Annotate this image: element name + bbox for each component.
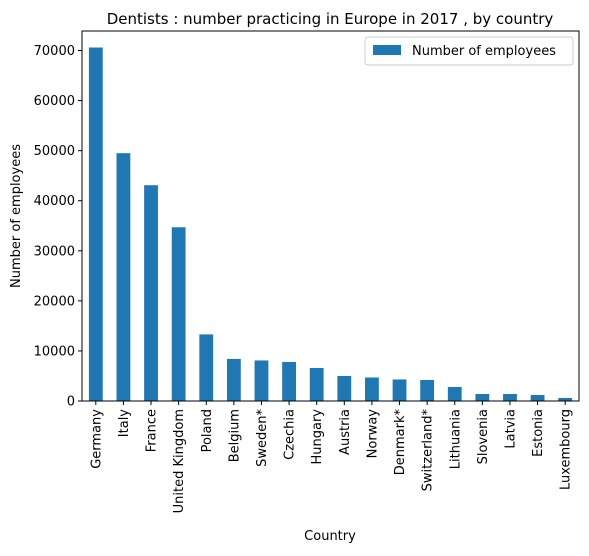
x-tick-label: Poland xyxy=(200,409,215,452)
legend-swatch xyxy=(373,45,401,55)
x-tick-label: Lithuania xyxy=(448,409,463,469)
y-tick-label: 50000 xyxy=(34,144,75,159)
bar-12 xyxy=(420,379,435,401)
bar-16 xyxy=(530,394,545,401)
x-tick-label: Slovenia xyxy=(476,409,491,464)
x-tick-label: Latvia xyxy=(503,409,518,449)
y-tick-label: 20000 xyxy=(34,294,75,309)
x-tick-label: Sweden* xyxy=(255,409,270,467)
y-tick-label: 70000 xyxy=(34,44,75,59)
bar-0 xyxy=(88,47,103,402)
plot-frame xyxy=(81,30,580,402)
bar-4 xyxy=(199,334,214,401)
bar-9 xyxy=(337,375,352,401)
bar-7 xyxy=(282,361,296,401)
x-tick-label: Belgium xyxy=(227,409,242,462)
legend-label: Number of employees xyxy=(412,44,556,59)
x-axis-label: Country xyxy=(304,529,356,544)
legend: Number of employees xyxy=(364,36,574,66)
x-tick-label: Luxembourg xyxy=(559,409,574,490)
y-tick-label: 40000 xyxy=(34,194,75,209)
y-tick-label: 30000 xyxy=(34,244,75,259)
plot-area xyxy=(81,30,580,402)
x-tick-label: Czechia xyxy=(283,409,298,460)
bars-group xyxy=(88,47,573,402)
x-tick-label: Norway xyxy=(365,409,380,459)
bar-13 xyxy=(447,386,462,401)
bar-11 xyxy=(392,379,407,401)
x-axis: Germany Italy France United Kingdom Poland Be… xyxy=(89,401,574,513)
bar-10 xyxy=(365,377,379,401)
bar-1 xyxy=(116,153,131,401)
bar-3 xyxy=(171,227,186,401)
x-tick-label: Italy xyxy=(117,409,132,438)
bar-17 xyxy=(558,398,573,401)
x-tick-label: Germany xyxy=(89,409,104,469)
bar-8 xyxy=(309,367,324,401)
bar-5 xyxy=(226,358,241,401)
x-tick-label: France xyxy=(145,409,160,452)
y-tick-label: 10000 xyxy=(34,344,75,359)
x-tick-label: Hungary xyxy=(310,409,325,465)
x-tick-label: Denmark* xyxy=(393,409,408,476)
chart-title: Dentists : number practicing in Europe i… xyxy=(107,10,554,28)
x-tick-label: United Kingdom xyxy=(172,409,187,513)
bar-2 xyxy=(144,185,158,401)
legend-frame xyxy=(364,36,574,66)
bar-6 xyxy=(254,360,269,401)
x-tick-label: Austria xyxy=(338,409,353,455)
bar-15 xyxy=(503,393,517,401)
x-tick-label: Switzerland* xyxy=(421,409,436,492)
y-axis: 0 10000 20000 30000 40000 50000 60000 70000 xyxy=(34,44,82,410)
y-tick-label: 0 xyxy=(67,395,75,410)
y-tick-label: 60000 xyxy=(34,94,75,109)
x-tick-label: Estonia xyxy=(531,409,546,457)
bar-14 xyxy=(475,393,490,401)
y-axis-label: Number of employees xyxy=(9,144,24,288)
